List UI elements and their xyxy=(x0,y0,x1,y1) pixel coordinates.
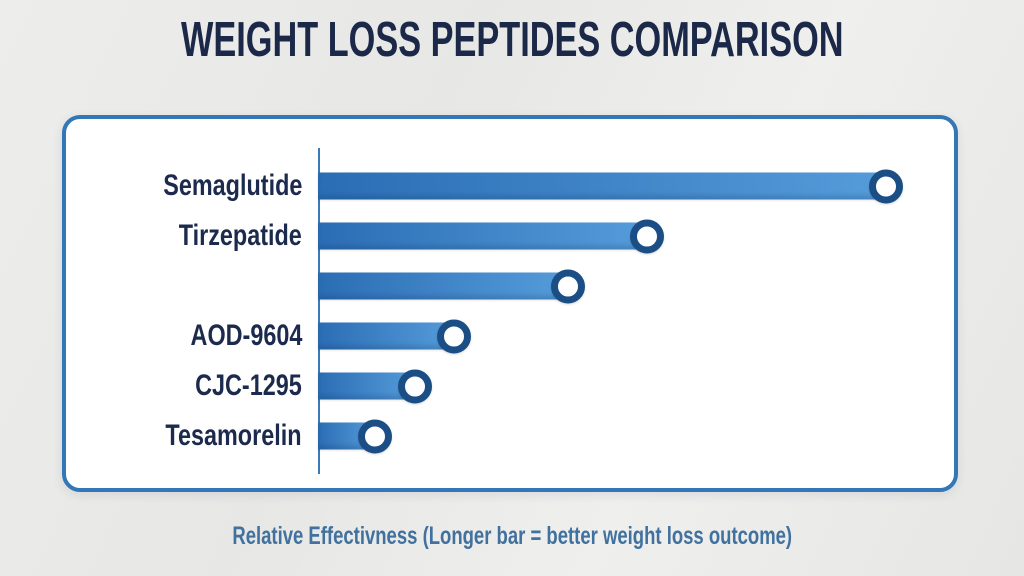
page-title-text: WEIGHT LOSS PEPTIDES COMPARISON xyxy=(180,13,844,67)
bar-label-text: Tirzepatide xyxy=(178,219,302,252)
bar-end-ring xyxy=(630,219,664,253)
bar-end-ring xyxy=(398,369,432,403)
bar xyxy=(318,369,432,403)
bar-label-text: CJC-1295 xyxy=(195,369,302,402)
bar-label: Tesamorelin xyxy=(66,419,318,453)
bar xyxy=(318,169,903,203)
bar-track xyxy=(318,261,948,311)
bar-end-ring xyxy=(869,169,903,203)
bar xyxy=(318,269,585,303)
chart-rows: Semaglutide Tirzepatide AOD-9604 CJC-1295 Te… xyxy=(66,148,948,474)
bar xyxy=(318,419,392,453)
chart-row: Tesamorelin xyxy=(66,411,948,461)
bar-track xyxy=(318,361,948,411)
bar-end-ring xyxy=(437,319,471,353)
bar-end-ring xyxy=(358,419,392,453)
bar-label: CJC-1295 xyxy=(66,369,318,403)
bar-label: AOD-9604 xyxy=(66,319,318,353)
bar-end-ring xyxy=(551,269,585,303)
bar-track xyxy=(318,411,948,461)
chart-row: AOD-9604 xyxy=(66,311,948,361)
bar-track xyxy=(318,311,948,361)
chart-row xyxy=(66,261,948,311)
bar-label-text: Tesamorelin xyxy=(165,419,302,452)
chart-caption: Relative Effectivness (Longer bar = bett… xyxy=(0,522,1024,551)
bar-track xyxy=(318,211,948,261)
bar-label-text: Semaglutide xyxy=(162,169,302,202)
bar-label xyxy=(66,269,318,303)
bar-label-text: AOD-9604 xyxy=(190,319,302,352)
chart-row: Tirzepatide xyxy=(66,211,948,261)
chart-row: CJC-1295 xyxy=(66,361,948,411)
bar-label: Semaglutide xyxy=(66,169,318,203)
chart-caption-text: Relative Effectivness (Longer bar = bett… xyxy=(232,522,792,550)
bar-label: Tirzepatide xyxy=(66,219,318,253)
bar xyxy=(318,219,664,253)
chart-row: Semaglutide xyxy=(66,161,948,211)
bar-track xyxy=(318,161,948,211)
bar xyxy=(318,319,471,353)
page-title: WEIGHT LOSS PEPTIDES COMPARISON xyxy=(0,12,1024,68)
chart-panel: Semaglutide Tirzepatide AOD-9604 CJC-1295 Te… xyxy=(62,115,958,492)
